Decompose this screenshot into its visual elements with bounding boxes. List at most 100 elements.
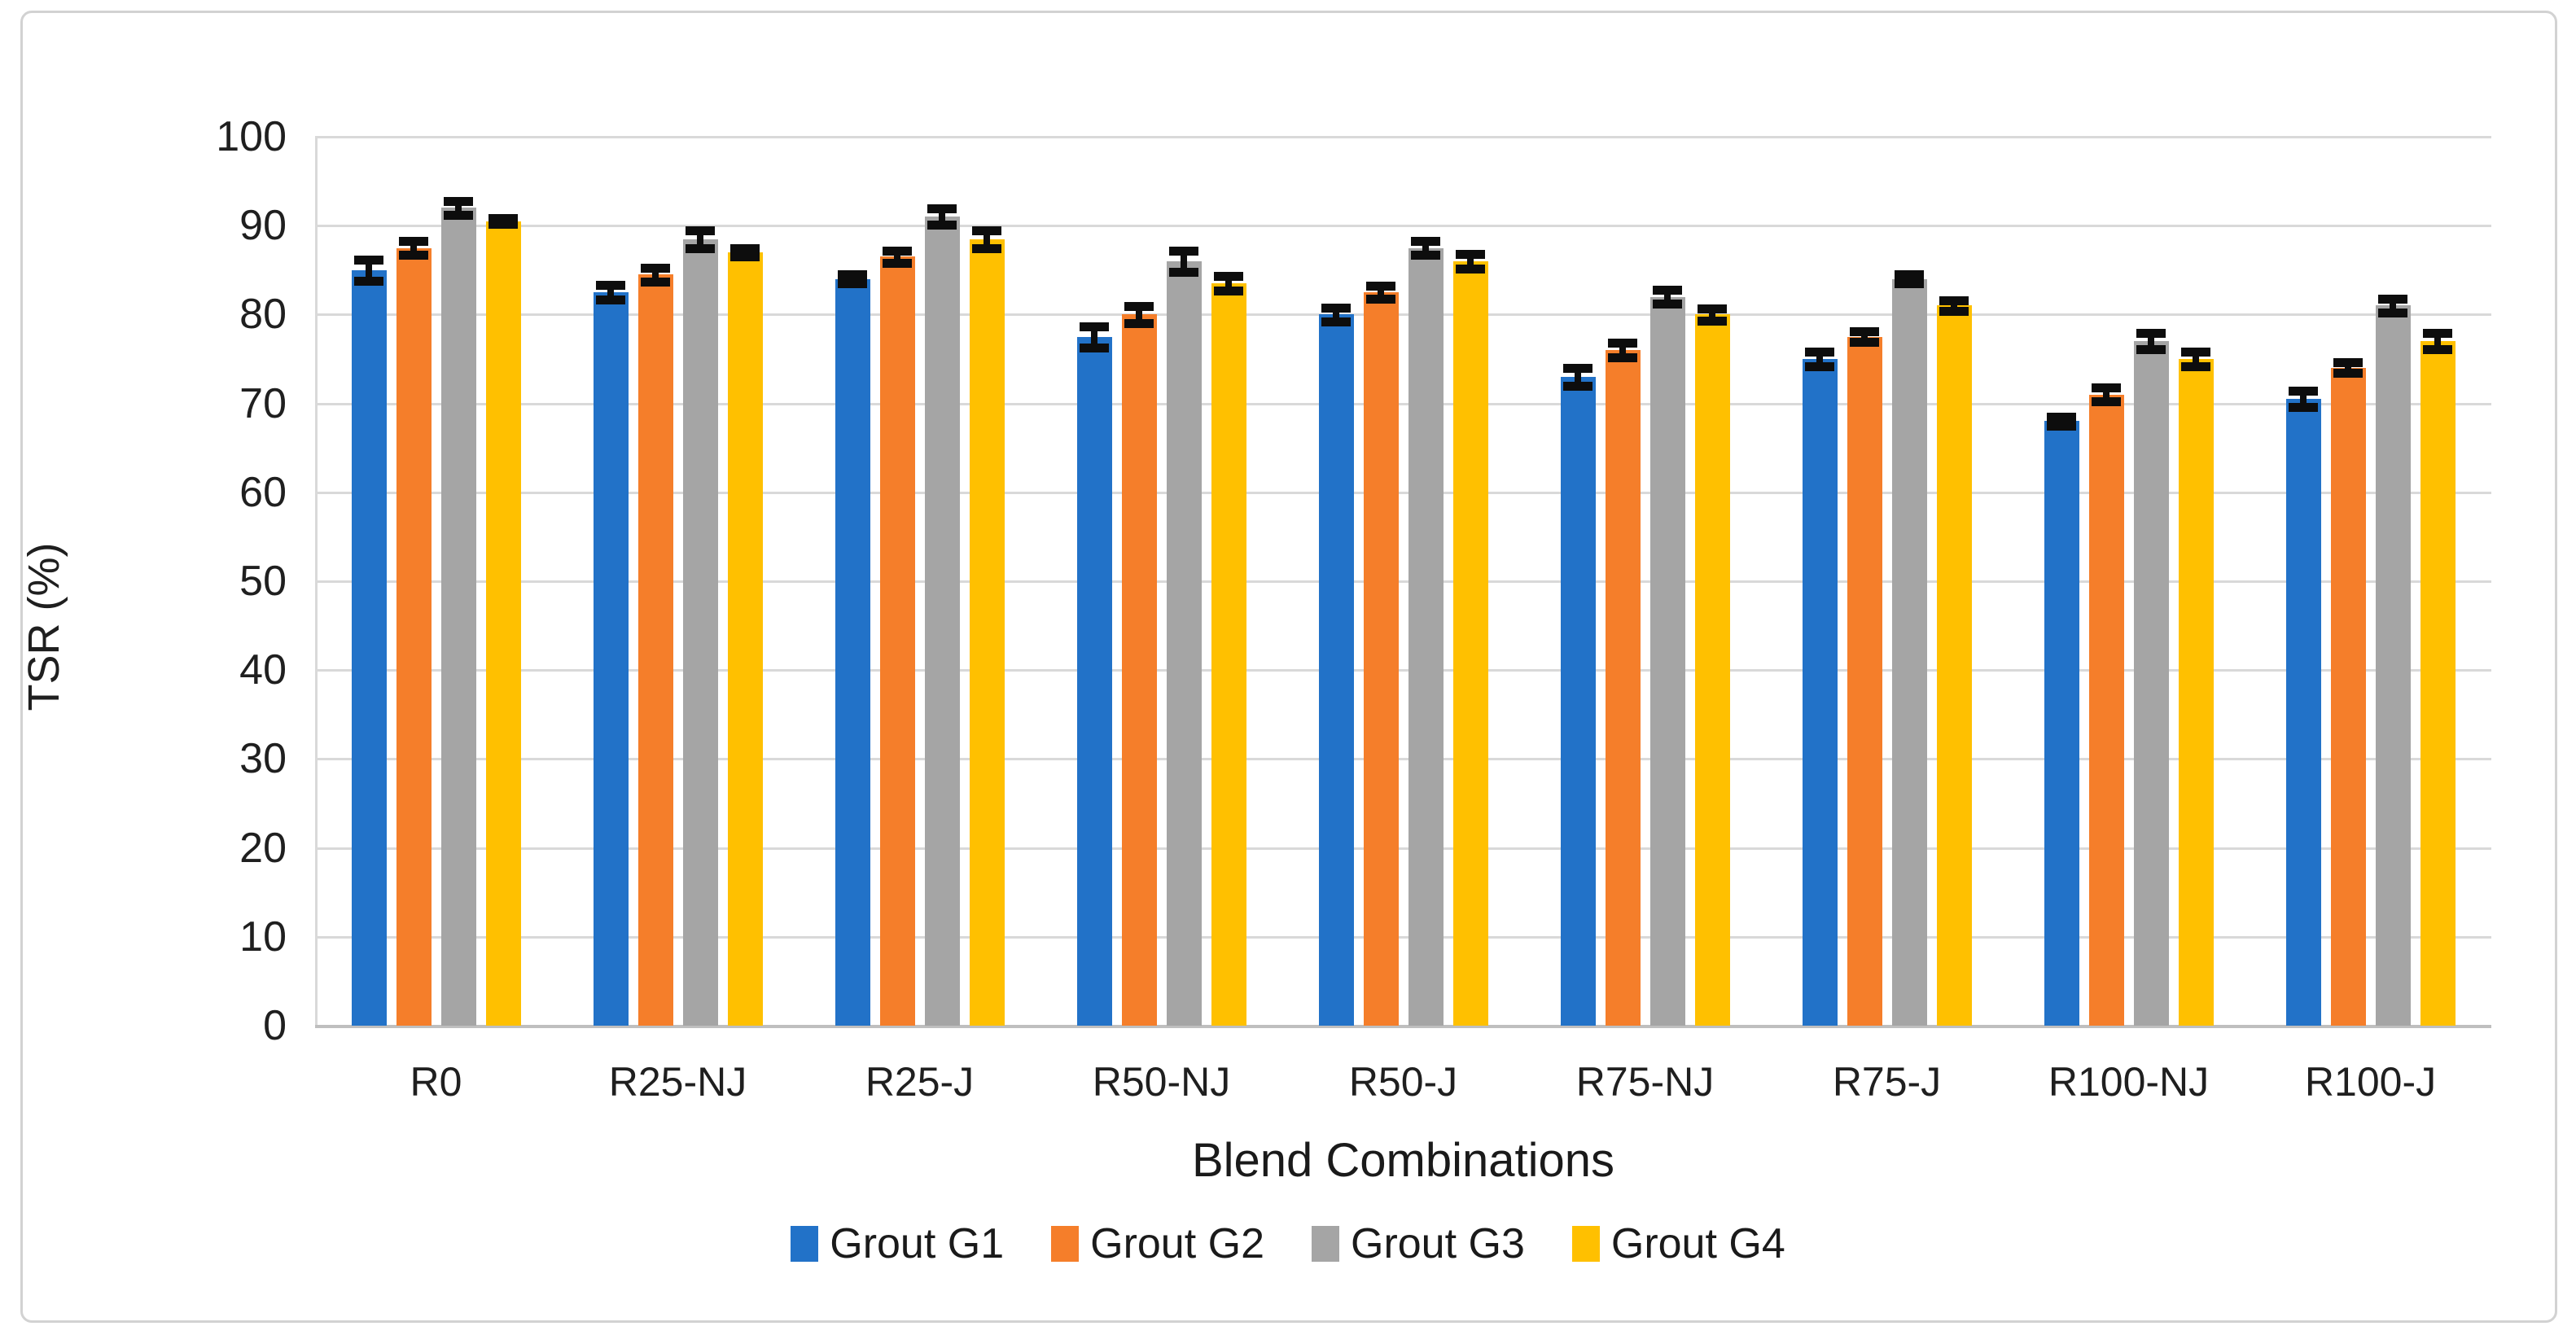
gridline (315, 313, 2491, 317)
error-bar-cap-top (2181, 348, 2210, 357)
bar-grout-g1 (2044, 413, 2079, 1026)
error-bar-cap-bottom (927, 221, 957, 230)
bar-grout-g3 (924, 204, 960, 1026)
bar-grout-g2 (1363, 282, 1399, 1026)
bar-grout-g2 (1847, 327, 1882, 1026)
error-bar-cap-top (1895, 270, 1924, 280)
legend-item-grout-g1: Grout G1 (791, 1219, 1004, 1268)
error-bar-cap-bottom (838, 279, 867, 289)
bar-group-r100-nj (2008, 137, 2250, 1026)
error-bar (1951, 300, 1957, 312)
bar-grout-g4 (2420, 329, 2456, 1026)
y-tick-label: 90 (239, 202, 287, 250)
legend-marker-icon (791, 1226, 819, 1262)
bar-grout-g2 (1605, 339, 1641, 1026)
bar-grout-g4 (1211, 272, 1246, 1026)
error-bar-cap-bottom (1805, 361, 1834, 371)
error-bar (2300, 391, 2307, 407)
error-bar-cap-bottom (1653, 300, 1682, 309)
bar-group-r100-j (2250, 137, 2491, 1026)
x-tick-label-r100-j: R100-J (2304, 1059, 2437, 1105)
legend-marker-icon (1312, 1226, 1339, 1262)
y-tick-label: 100 (216, 113, 287, 160)
bar-group-r75-j (1766, 137, 2008, 1026)
error-bar-cap-top (1653, 285, 1682, 295)
error-bar-cap-bottom (1214, 286, 1243, 295)
error-bar (1861, 331, 1868, 343)
error-bar-cap-top (838, 270, 867, 280)
error-bar-cap-top (730, 243, 760, 253)
bar-grout-g4 (1936, 295, 1972, 1026)
error-bar-cap-bottom (1563, 381, 1592, 391)
error-bar-cap-top (1366, 282, 1395, 291)
bar-grout-g3 (1166, 246, 1202, 1026)
gridline (315, 580, 2491, 583)
error-bar-cap-top (2378, 294, 2407, 304)
error-bar-cap-top (1080, 322, 1109, 331)
bar-grout-g1 (835, 270, 870, 1026)
bar-group-r50-j (1282, 137, 1524, 1026)
error-bar-cap-top (1939, 295, 1969, 305)
y-tick-label: 40 (239, 646, 287, 694)
bar-group-r25-nj (557, 137, 799, 1026)
error-bar-cap-bottom (2047, 421, 2076, 431)
error-bar-cap-top (354, 255, 383, 265)
error-bar-cap-bottom (1124, 319, 1154, 329)
error-bar (1333, 307, 1339, 322)
bars-layer (315, 137, 2491, 1026)
error-bar-cap-bottom (686, 243, 715, 253)
error-bar (410, 240, 417, 256)
error-bar-cap-top (1124, 301, 1154, 311)
error-bar-cap-bottom (883, 259, 912, 269)
error-bar (2148, 333, 2154, 349)
bar-grout-g4 (969, 225, 1005, 1026)
error-bar (1378, 286, 1384, 299)
legend-label: Grout G3 (1351, 1220, 1525, 1267)
gridline (315, 402, 2491, 405)
error-bar-cap-top (1850, 327, 1879, 337)
error-bar-cap-top (686, 225, 715, 235)
error-bar (2390, 298, 2396, 313)
error-bar (1664, 289, 1671, 304)
bar-grout-g1 (1318, 303, 1354, 1026)
bar-grout-g2 (2088, 383, 2124, 1026)
error-bar (939, 208, 945, 225)
error-bar-cap-top (596, 281, 625, 291)
error-bar (1181, 250, 1187, 272)
error-bar-cap-top (972, 225, 1001, 235)
y-tick-label: 30 (239, 735, 287, 783)
bar-grout-g1 (2285, 387, 2321, 1026)
error-bar (1091, 326, 1097, 348)
y-tick-label: 70 (239, 379, 287, 427)
bar-grout-g1 (351, 255, 387, 1026)
gridline (315, 669, 2491, 672)
error-bar-cap-bottom (1850, 338, 1879, 348)
legend-marker-icon (1051, 1226, 1080, 1262)
error-bar-cap-top (1563, 363, 1592, 373)
x-tick-label-r75-nj: R75-NJ (1575, 1059, 1715, 1105)
error-bar-cap-bottom (1939, 307, 1969, 317)
error-bar (2345, 362, 2351, 374)
error-bar-cap-top (2423, 329, 2452, 339)
error-bar-cap-bottom (730, 252, 760, 262)
gridline (315, 935, 2491, 939)
error-bar-cap-top (444, 196, 473, 206)
bar-grout-g2 (879, 246, 915, 1026)
bar-group-r50-nj (1040, 137, 1282, 1026)
x-tick-label-r75-j: R75-J (1832, 1059, 1942, 1105)
error-bar-cap-top (1698, 304, 1727, 313)
legend: Grout G1 Grout G2 Grout G3 Grout G4 (0, 1219, 2576, 1268)
bar-grout-g4 (1452, 250, 1488, 1026)
error-bar-cap-bottom (1895, 279, 1924, 289)
bar-grout-g4 (1694, 304, 1730, 1026)
error-bar (1225, 276, 1232, 291)
legend-label: Grout G2 (1090, 1220, 1264, 1267)
error-bar-cap-top (2047, 413, 2076, 422)
error-bar-cap-bottom (972, 243, 1001, 253)
bar-grout-g2 (396, 236, 432, 1026)
y-tick-label: 50 (239, 558, 287, 605)
x-tick-label-r100-nj: R100-NJ (2048, 1059, 2210, 1105)
error-bar-cap-bottom (1411, 251, 1440, 260)
gridline (315, 136, 2491, 138)
error-bar-cap-top (1608, 339, 1637, 348)
